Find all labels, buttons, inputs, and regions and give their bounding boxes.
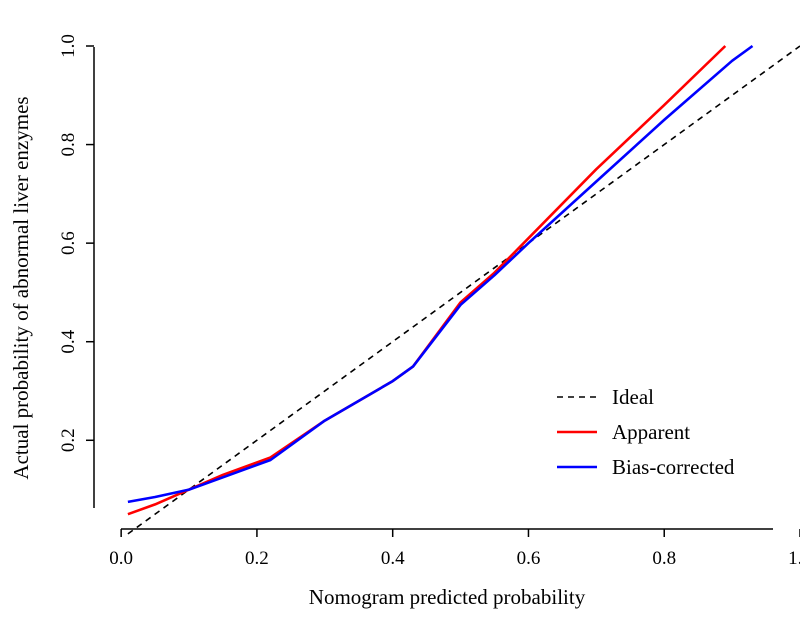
y-axis-label: Actual probability of abnormal liver enz… xyxy=(9,96,33,479)
legend-label: Ideal xyxy=(612,385,654,409)
series-layer xyxy=(127,44,800,535)
x-tick-label: 0.2 xyxy=(245,548,269,569)
x-ticks: 0.0 0.2 0.4 0.6 0.8 1.0 xyxy=(109,529,800,569)
x-axis-label: Nomogram predicted probability xyxy=(309,585,586,609)
x-tick-label: 0.4 xyxy=(381,548,405,569)
x-tick-label: 1.0 xyxy=(788,548,800,569)
y-tick-label: 0.6 xyxy=(58,231,79,255)
x-tick-label: 0.6 xyxy=(517,548,541,569)
x-tick-label: 0.8 xyxy=(652,548,676,569)
series-line-bias-corrected xyxy=(127,44,754,504)
y-tick-label: 0.8 xyxy=(58,133,79,157)
legend: Ideal Apparent Bias-corrected xyxy=(557,385,735,479)
legend-label: Bias-corrected xyxy=(612,455,735,479)
y-ticks: 0.2 0.4 0.6 0.8 1.0 xyxy=(58,34,94,452)
y-tick-label: 0.4 xyxy=(58,329,79,353)
y-tick-label: 1.0 xyxy=(58,34,79,58)
x-tick-label: 0.0 xyxy=(109,548,133,569)
y-tick-label: 0.2 xyxy=(58,428,79,452)
legend-label: Apparent xyxy=(612,420,690,444)
